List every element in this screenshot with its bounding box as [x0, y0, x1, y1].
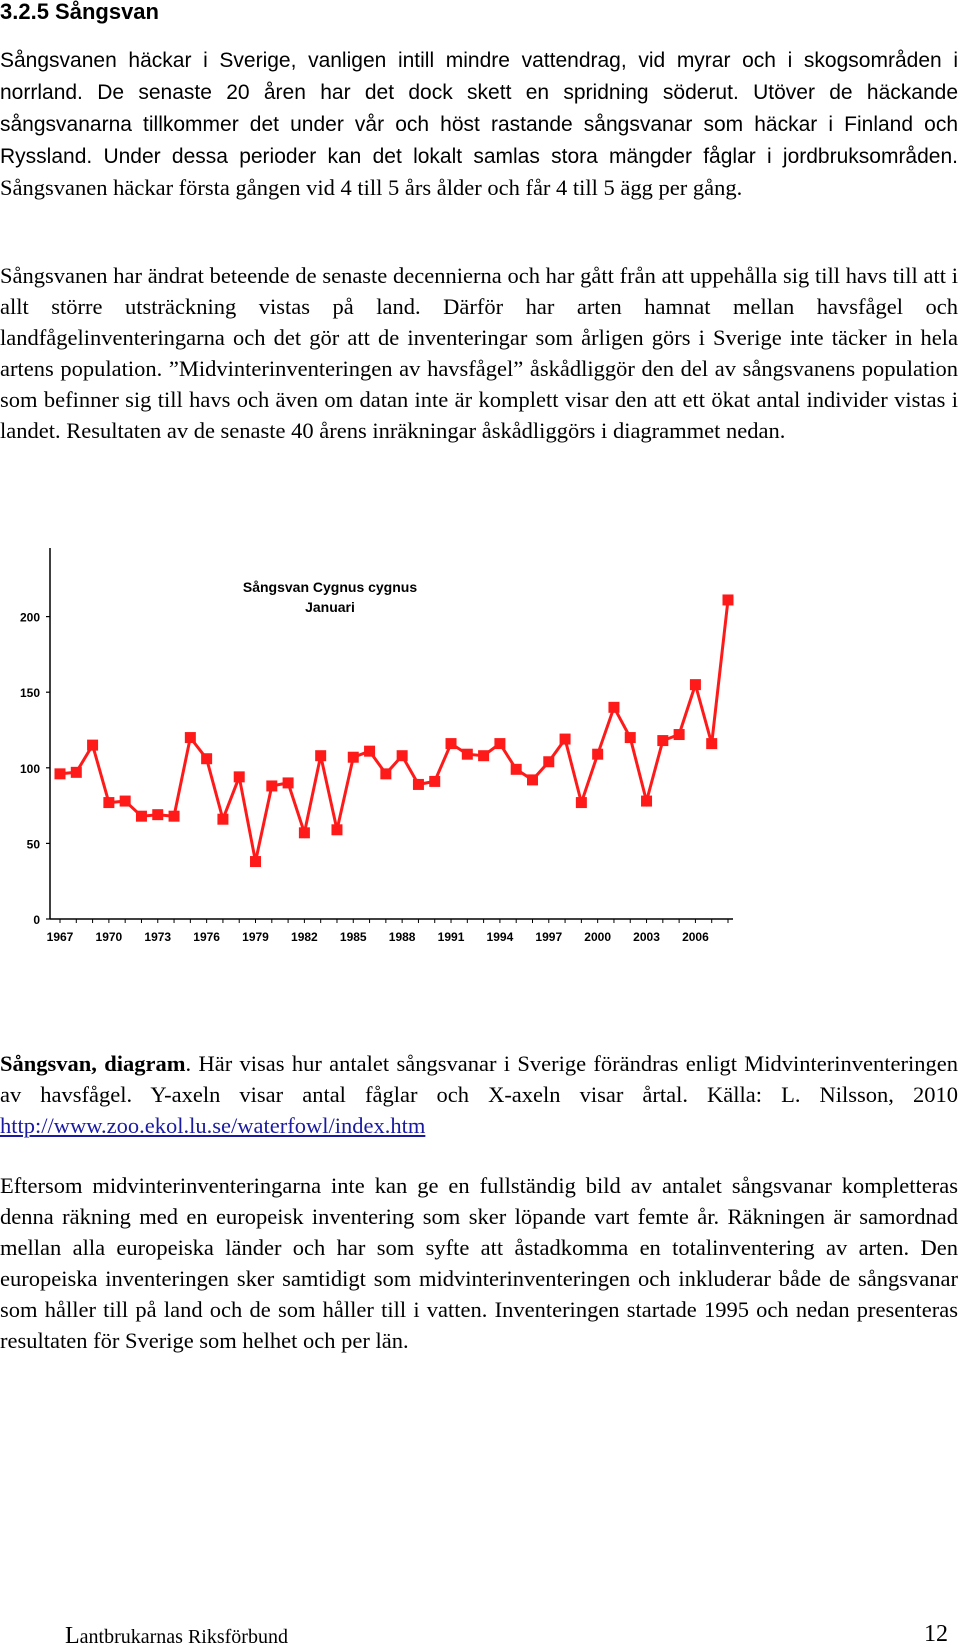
- x-tick-label: 1994: [487, 930, 514, 944]
- x-tick-label: 1970: [96, 930, 123, 944]
- data-point: [461, 748, 473, 760]
- data-point: [184, 732, 196, 744]
- x-tick-label: 1976: [193, 930, 220, 944]
- chart-title: Sångsvan Cygnus cygnus: [243, 579, 417, 595]
- data-point: [168, 810, 180, 822]
- data-point: [641, 795, 653, 807]
- footer-organization: Lantbrukarnas Riksförbund: [65, 1623, 288, 1650]
- data-point: [380, 768, 392, 780]
- x-axis-tick-labels: 1967 1970 1973 1976 1979 1982 1985 1988 1991 1994…: [47, 930, 709, 944]
- data-point: [87, 739, 99, 751]
- chart-axes: [46, 548, 733, 923]
- caption-bold-label: Sångsvan, diagram: [0, 1051, 186, 1076]
- y-axis-tick-labels: 0 50 100 150 200 250: [20, 548, 40, 927]
- data-point: [70, 766, 82, 778]
- y-tick-label: 250: [20, 548, 40, 549]
- chart-caption: Sångsvan, diagram. Här visas hur antalet…: [0, 1049, 958, 1142]
- data-point: [526, 774, 538, 786]
- data-point: [706, 738, 718, 750]
- x-tick-label: 1973: [144, 930, 171, 944]
- data-point: [592, 748, 604, 760]
- series-line: [59, 599, 730, 862]
- x-tick-label: 2003: [633, 930, 660, 944]
- data-point: [217, 813, 229, 825]
- chart-subtitle: Januari: [305, 599, 355, 615]
- x-tick-label: 1979: [242, 930, 269, 944]
- footer-org-name: antbrukarnas Riksförbund: [79, 1626, 288, 1648]
- data-point: [266, 780, 278, 792]
- intro-paragraph: Sångsvanen häckar i Sverige, vanligen in…: [0, 45, 958, 204]
- data-point: [478, 750, 490, 762]
- data-point: [689, 679, 701, 691]
- data-point: [250, 856, 262, 868]
- swan-count-chart: 0 50 100 150 200 250 1967 1970 1973 1976 1979 1982…: [0, 548, 790, 1008]
- data-point: [445, 738, 457, 750]
- page-number: 12: [924, 1621, 948, 1647]
- series-markers: [54, 594, 734, 868]
- x-tick-label: 1967: [47, 930, 74, 944]
- section-heading: 3.2.5 Sångsvan: [0, 0, 159, 24]
- data-point: [201, 753, 213, 765]
- data-point: [543, 756, 555, 768]
- x-tick-label: 1988: [389, 930, 416, 944]
- data-point: [233, 771, 245, 783]
- data-point: [331, 824, 343, 836]
- data-point: [282, 777, 294, 789]
- data-point: [608, 701, 620, 713]
- behaviour-paragraph: Sångsvanen har ändrat beteende de senast…: [0, 263, 958, 443]
- x-tick-label: 2000: [584, 930, 611, 944]
- data-point: [624, 732, 636, 744]
- source-link[interactable]: http://www.zoo.ekol.lu.se/waterfowl/inde…: [0, 1112, 426, 1138]
- data-point: [673, 729, 685, 741]
- data-point: [722, 594, 734, 606]
- data-point: [315, 750, 327, 762]
- data-point: [135, 810, 147, 822]
- y-tick-label: 100: [20, 762, 40, 776]
- footer-org-initial: L: [65, 1623, 80, 1649]
- y-tick-label: 200: [20, 611, 40, 625]
- y-tick-label: 50: [27, 837, 41, 851]
- caption-text: . Här visas hur antalet sångsvanar i Sve…: [0, 1051, 958, 1107]
- data-point: [412, 778, 424, 790]
- data-point: [494, 738, 506, 750]
- y-tick-label: 150: [20, 686, 40, 700]
- european-inventory-paragraph: Eftersom midvinterinventeringarna inte k…: [0, 1173, 958, 1353]
- x-tick-label: 1991: [438, 930, 465, 944]
- x-tick-label: 1982: [291, 930, 318, 944]
- y-tick-label: 0: [33, 913, 40, 927]
- intro-paragraph-sans-text: Sångsvanen häckar i Sverige, vanligen in…: [0, 49, 958, 168]
- data-point: [657, 735, 669, 747]
- data-point: [152, 809, 164, 821]
- data-point: [54, 768, 66, 780]
- data-point: [103, 797, 115, 809]
- x-tick-label: 2006: [682, 930, 709, 944]
- data-point: [347, 751, 359, 763]
- data-point: [119, 795, 131, 807]
- data-point: [396, 750, 408, 762]
- data-point: [559, 733, 571, 745]
- x-tick-label: 1985: [340, 930, 367, 944]
- data-point: [429, 775, 441, 787]
- data-point: [364, 745, 376, 757]
- data-point: [575, 797, 587, 809]
- data-point: [510, 763, 522, 775]
- chart-svg: 0 50 100 150 200 250 1967 1970 1973 1976 1979 1982…: [20, 548, 734, 944]
- intro-paragraph-serif-text: Sångsvanen häckar första gången vid 4 ti…: [0, 174, 743, 200]
- x-tick-label: 1997: [535, 930, 562, 944]
- data-point: [298, 827, 310, 839]
